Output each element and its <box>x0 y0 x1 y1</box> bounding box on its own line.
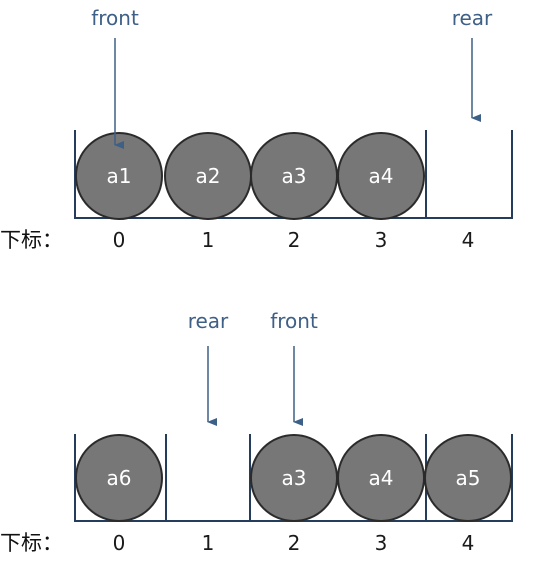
index-label-1: 1 <box>202 531 215 555</box>
index-label-2: 2 <box>288 531 301 555</box>
element-label: a4 <box>369 164 394 188</box>
index-label-0: 0 <box>113 531 126 555</box>
index-label-3: 3 <box>375 531 388 555</box>
index-label-3: 3 <box>375 228 388 252</box>
element-circle-a5 <box>424 434 512 522</box>
element-label: a3 <box>282 164 307 188</box>
element-circle-a6 <box>75 434 163 522</box>
queue-2: a6 0 1 a3 2 a4 3 a5 4 下标： rear front <box>0 309 513 555</box>
index-caption: 下标： <box>0 531 63 555</box>
index-label-4: 4 <box>462 228 475 252</box>
element-label: a1 <box>107 164 132 188</box>
front-pointer-label: front <box>91 6 139 30</box>
element-label: a6 <box>107 466 132 490</box>
queue-1: a1 0 a2 1 a3 2 a4 3 4 下标： front rear <box>0 6 513 252</box>
index-label-4: 4 <box>462 531 475 555</box>
element-label: a3 <box>282 466 307 490</box>
element-label: a4 <box>369 466 394 490</box>
index-label-2: 2 <box>288 228 301 252</box>
element-circle-a4 <box>337 132 425 220</box>
element-circle-a1 <box>75 132 163 220</box>
rear-pointer-label: rear <box>452 6 493 30</box>
element-label: a2 <box>196 164 221 188</box>
index-label-0: 0 <box>113 228 126 252</box>
element-label: a5 <box>456 466 481 490</box>
front-pointer-label: front <box>270 309 318 333</box>
index-label-1: 1 <box>202 228 215 252</box>
rear-pointer-label: rear <box>188 309 229 333</box>
index-caption: 下标： <box>0 228 63 252</box>
